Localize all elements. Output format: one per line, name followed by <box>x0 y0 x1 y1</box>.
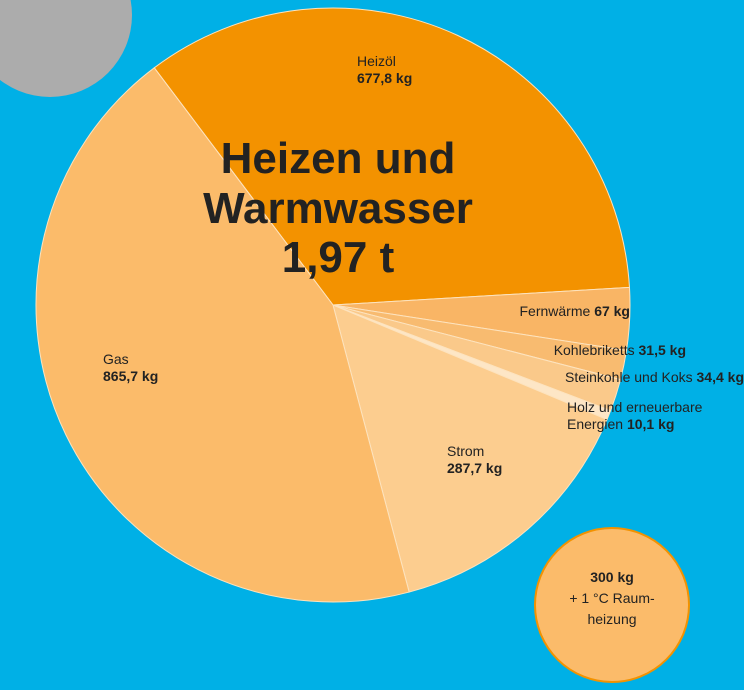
slice-label: Strom 287,7 kg <box>447 443 567 477</box>
value-label: 865,7 kg <box>103 368 159 384</box>
chart-title: Heizen und Warmwasser <box>203 134 473 233</box>
slice-label: Fernwärme 67 kg <box>440 303 631 320</box>
annotation-circle <box>534 527 690 683</box>
slice-label: Kohlebriketts 31,5 kg <box>480 342 686 359</box>
decor-circle <box>0 0 132 97</box>
pie-slice <box>153 7 631 306</box>
category-label: Strom <box>447 443 485 459</box>
annotation-line: heizung <box>587 611 637 627</box>
category-label: Kohlebriketts <box>553 342 635 358</box>
value-label: 287,7 kg <box>447 460 503 476</box>
category-label: Gas <box>103 351 129 367</box>
pie <box>35 7 631 603</box>
annotation: 300 kg + 1 °C Raum- heizung <box>534 567 690 630</box>
value-label: 34,4 kg <box>696 369 744 385</box>
slice-label: Heizöl 677,8 kg <box>357 53 477 87</box>
slice-label: Holz und erneuerbare Energien 10,1 kg <box>567 399 707 433</box>
value-label: 67 kg <box>594 303 630 319</box>
category-label: Holz und erneuerbare Energien <box>567 399 703 432</box>
pie-slice <box>332 304 608 593</box>
value-label: 677,8 kg <box>357 70 413 86</box>
value-label: 10,1 kg <box>626 416 675 432</box>
total-label: 1,97 t <box>281 233 395 282</box>
annotation-line: + 1 °C Raum- <box>569 590 655 606</box>
slice-label: Steinkohle und Koks 34,4 kg <box>500 369 744 386</box>
annotation-value: 300 kg <box>590 569 634 585</box>
slice-label: Gas 865,7 kg <box>103 351 223 385</box>
value-label: 31,5 kg <box>638 342 686 358</box>
category-label: Fernwärme <box>519 303 591 319</box>
pie-slice <box>35 67 410 603</box>
category-label: Steinkohle und Koks <box>564 369 693 385</box>
category-label: Heizöl <box>357 53 396 69</box>
